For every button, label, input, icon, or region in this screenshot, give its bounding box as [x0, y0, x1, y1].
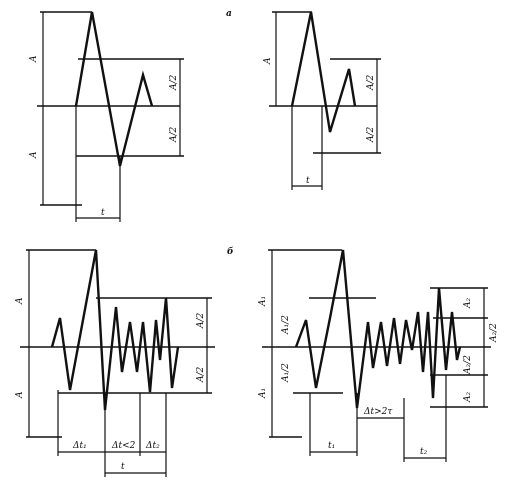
top-right-wave: [290, 11, 357, 133]
top-left-wave: [74, 11, 154, 167]
bottom-right-dt-label: Δt>2τ: [363, 407, 393, 417]
top-left-A-lower-label: A: [29, 151, 39, 159]
panel-label-a: a: [226, 9, 232, 19]
bottom-right-A1-lower-label: A₁: [258, 388, 268, 399]
top-right-half-upper-label: A/2: [366, 74, 376, 91]
bottom-left-diagram: A A A/2 A/2 Δt₁ Δt<2 Δt₂ t: [15, 249, 215, 477]
bottom-right-A1half-lower-label: A₁/2: [281, 363, 291, 383]
bottom-left-A-lower-label: A: [15, 391, 25, 399]
top-left-diagram: A A A/2 A/2 t: [29, 11, 184, 222]
bottom-right-A2half-upper-label: A₂/2: [489, 323, 499, 343]
bottom-left-dt1-label: Δt₁: [72, 441, 87, 451]
bottom-right-t1-label: t₁: [328, 441, 335, 451]
top-left-half-lower-label: A/2: [169, 126, 179, 143]
bottom-left-A-upper-label: A: [15, 297, 25, 305]
bottom-right-A2-lower-label: A₂: [463, 392, 473, 403]
top-right-A-label: A: [263, 57, 273, 65]
bottom-left-dtlt2-label: Δt<2: [111, 441, 136, 451]
bottom-right-A1-upper-label: A₁: [258, 296, 268, 307]
bottom-right-A2half-lower-label: A₂/2: [463, 355, 473, 375]
top-right-diagram: A A/2 A/2 t: [263, 11, 381, 190]
top-right-half-lower-label: A/2: [366, 126, 376, 143]
bottom-right-A1half-upper-label: A₁/2: [281, 315, 291, 335]
bottom-left-half-upper-label: A/2: [196, 312, 206, 329]
bottom-left-half-lower-label: A/2: [196, 366, 206, 383]
bottom-right-A2-upper-label: A₂: [463, 298, 473, 309]
panel-label-b: б: [227, 246, 234, 257]
bottom-left-t-label: t: [121, 462, 125, 472]
bottom-right-wave: [294, 249, 462, 409]
top-left-A-upper-label: A: [29, 55, 39, 63]
top-left-half-upper-label: A/2: [169, 74, 179, 91]
bottom-right-diagram: A₁ A₁ A₁/2 A₁/2 A₂ A₂ A₂/2 A₂/2 Δt>2τ t₁…: [258, 249, 499, 462]
bottom-right-t2-label: t₂: [420, 447, 428, 457]
bottom-left-dt2-label: Δt₂: [145, 441, 160, 451]
bottom-left-wave: [50, 249, 180, 411]
top-left-t-label: t: [101, 208, 105, 218]
top-right-t-label: t: [306, 176, 310, 186]
